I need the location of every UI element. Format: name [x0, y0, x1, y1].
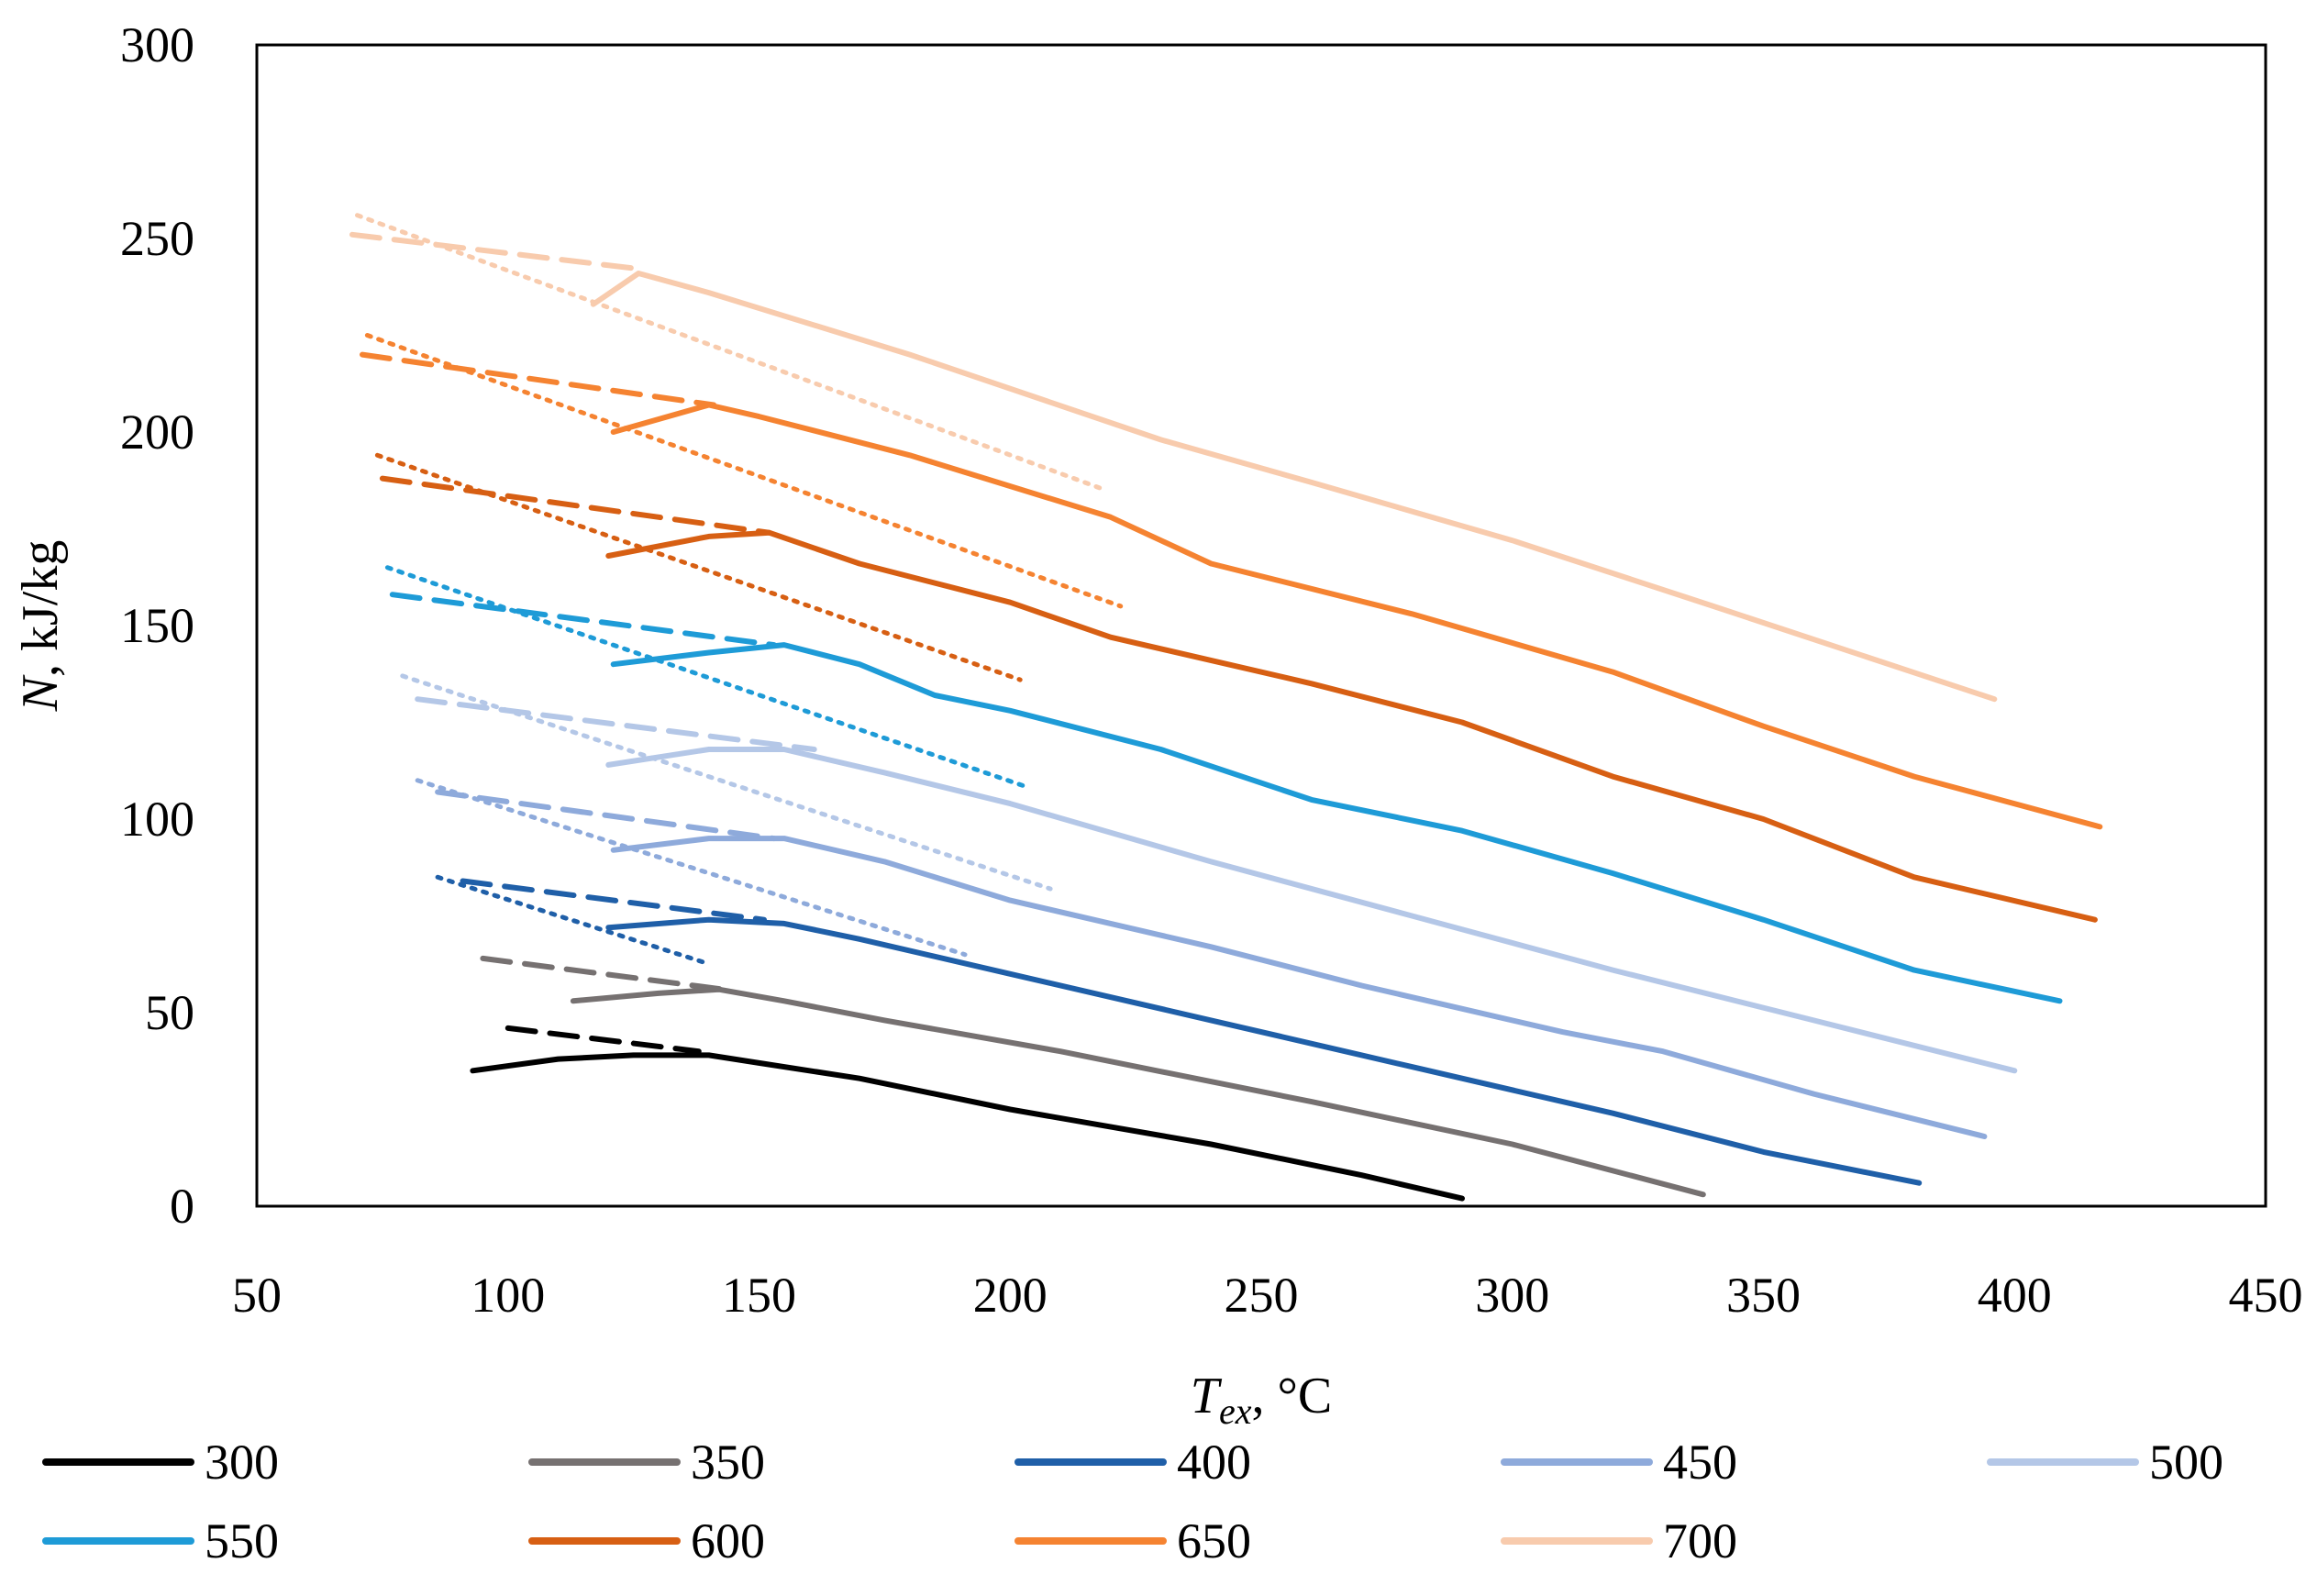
series-500-solid-line — [605, 747, 2018, 1074]
series-450-dotted-line — [415, 778, 968, 958]
y-tick-labels: 0 50 100 150 200 250 300 — [120, 17, 194, 1234]
series-300-dashed-line — [504, 1025, 702, 1055]
legend-item-700: 700 — [1501, 1513, 1737, 1568]
series-700-solid-line — [590, 271, 1998, 703]
series-400-solid-line — [605, 916, 1923, 1186]
legend-label: 700 — [1663, 1513, 1737, 1568]
legend-label: 650 — [1177, 1513, 1251, 1568]
series-650-solid-line — [610, 402, 2103, 830]
series-400-dashed-line — [460, 878, 767, 923]
series-600-dashed-line — [379, 475, 772, 536]
series-650-dotted-line — [364, 333, 1124, 609]
legend-label: 550 — [205, 1513, 279, 1568]
x-axis-title-symbol: T — [1191, 1368, 1223, 1424]
x-tick-label: 350 — [1726, 1268, 1801, 1323]
legend-item-600: 600 — [528, 1513, 765, 1568]
legend-item-450: 450 — [1501, 1435, 1737, 1490]
legend-label: 400 — [1177, 1435, 1251, 1490]
x-tick-label: 200 — [973, 1268, 1048, 1323]
x-tick-label: 100 — [471, 1268, 545, 1323]
x-tick-label: 150 — [722, 1268, 796, 1323]
legend-item-500: 500 — [1987, 1435, 2223, 1490]
y-axis-title-unit: , kJ/kg — [12, 540, 69, 677]
series-600-solid-line — [605, 529, 2098, 923]
series-400-dotted-line — [435, 874, 706, 965]
legend-item-300: 300 — [42, 1435, 279, 1490]
y-tick-label: 250 — [120, 211, 194, 266]
y-tick-label: 0 — [170, 1179, 194, 1234]
legend-label: 500 — [2149, 1435, 2223, 1490]
legend-item-350: 350 — [528, 1435, 765, 1490]
y-axis-title-symbol: N — [12, 674, 69, 712]
y-tick-label: 50 — [145, 985, 194, 1040]
y-tick-label: 150 — [120, 598, 194, 653]
y-tick-label: 200 — [120, 405, 194, 460]
series-550-dotted-line — [384, 565, 1033, 791]
legend: 300 350 400 450 500 550 600 650 700 — [42, 1435, 2223, 1568]
legend-label: 450 — [1663, 1435, 1737, 1490]
series-350-dashed-line — [480, 955, 727, 992]
series-700-dashed-line — [349, 231, 647, 272]
series-550-solid-line — [610, 642, 2063, 1004]
series-450-dashed-line — [435, 789, 777, 842]
y-tick-label: 300 — [120, 17, 194, 72]
x-tick-label: 300 — [1475, 1268, 1549, 1323]
y-axis-title: N, kJ/kg — [12, 540, 69, 713]
x-tick-label: 400 — [1978, 1268, 2052, 1323]
x-axis-title: Tex, °C — [1191, 1368, 1332, 1432]
series-550-dashed-line — [389, 592, 777, 648]
legend-item-400: 400 — [1014, 1435, 1251, 1490]
series-500-dashed-line — [415, 696, 817, 752]
legend-label: 300 — [205, 1435, 279, 1490]
legend-item-550: 550 — [42, 1513, 279, 1568]
series-350-solid-line — [570, 986, 1706, 1198]
series-layer — [349, 213, 2103, 1202]
x-tick-labels: 50 100 150 200 250 300 350 400 450 — [232, 1268, 2303, 1323]
legend-label: 350 — [691, 1435, 765, 1490]
y-tick-label: 100 — [120, 792, 194, 847]
series-700-dotted-line — [355, 213, 1108, 493]
plot-frame — [255, 43, 2267, 1208]
x-axis-title-subscript: ex — [1219, 1391, 1252, 1432]
x-axis-title-unit: , °C — [1251, 1368, 1332, 1424]
legend-item-650: 650 — [1014, 1513, 1251, 1568]
series-300-solid-line — [470, 1052, 1465, 1202]
x-tick-label: 250 — [1225, 1268, 1299, 1323]
series-650-dashed-line — [360, 351, 717, 408]
x-tick-label: 450 — [2229, 1268, 2303, 1323]
x-tick-label: 50 — [232, 1268, 282, 1323]
series-450-solid-line — [610, 836, 1988, 1139]
legend-label: 600 — [691, 1513, 765, 1568]
